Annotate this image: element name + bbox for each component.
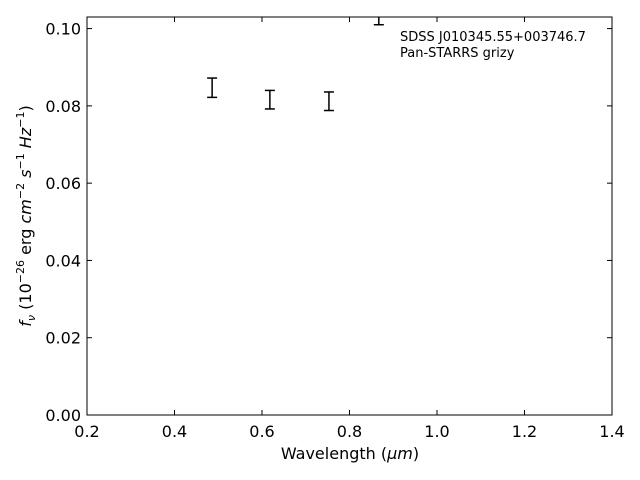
- y-axis-label-subscript: ν: [25, 315, 38, 321]
- y-axis-label-exp-d: −1: [14, 112, 27, 128]
- error-bar-1: [264, 89, 275, 110]
- y-axis-label-unit-a: (10: [16, 283, 35, 315]
- axis-ticks: 0.2 0.4 0.6 0.8 1.0 1.2 1.4 0.00 0.02 0.04 0.06 0.0…: [45, 17, 625, 441]
- annotation-line-2: Pan-STARRS grizy: [400, 46, 515, 61]
- x-tick-label-6: 1.4: [599, 422, 624, 441]
- y-axis-label-symbol: f: [16, 319, 35, 327]
- y-axis-label-cm: cm: [16, 199, 35, 223]
- y-axis-label-exp-a: −26: [14, 260, 27, 283]
- data-points: [207, 17, 384, 112]
- y-tick-label-5: 0.10: [45, 20, 81, 39]
- x-tick-label-0: 0.2: [74, 422, 99, 441]
- y-axis-label-close: ): [16, 105, 35, 111]
- error-bar-0: [207, 77, 218, 99]
- error-bar-3: [373, 17, 384, 26]
- y-axis-label-exp-b: −2: [14, 183, 27, 199]
- y-tick-label-1: 0.02: [45, 329, 81, 348]
- x-axis-label-unit: μm: [386, 444, 413, 463]
- x-axis-label: Wavelength (μm): [281, 444, 419, 463]
- y-tick-label-3: 0.06: [45, 174, 81, 193]
- y-tick-label-2: 0.04: [45, 251, 81, 270]
- x-axis-label-close: ): [413, 444, 419, 463]
- y-tick-label-4: 0.08: [45, 97, 81, 116]
- y-tick-label-0: 0.00: [45, 406, 81, 425]
- y-axis-label: fν (10−26 erg cm−2 s−1 Hz−1): [14, 105, 38, 326]
- y-axis-label-exp-c: −1: [14, 153, 27, 169]
- y-axis-label-s: s: [16, 170, 35, 183]
- y-axis-label-hz: Hz: [16, 127, 35, 153]
- error-bar-2: [323, 91, 334, 112]
- y-axis-label-unit-b: erg: [16, 224, 35, 260]
- x-tick-label-4: 1.0: [424, 422, 449, 441]
- annotation-line-1: SDSS J010345.55+003746.7: [400, 30, 586, 45]
- x-tick-label-5: 1.2: [512, 422, 537, 441]
- plot-frame: [86, 16, 613, 416]
- x-axis-label-text: Wavelength (: [281, 444, 387, 463]
- x-tick-label-1: 0.4: [162, 422, 187, 441]
- x-tick-label-3: 0.8: [337, 422, 362, 441]
- x-tick-label-2: 0.6: [249, 422, 274, 441]
